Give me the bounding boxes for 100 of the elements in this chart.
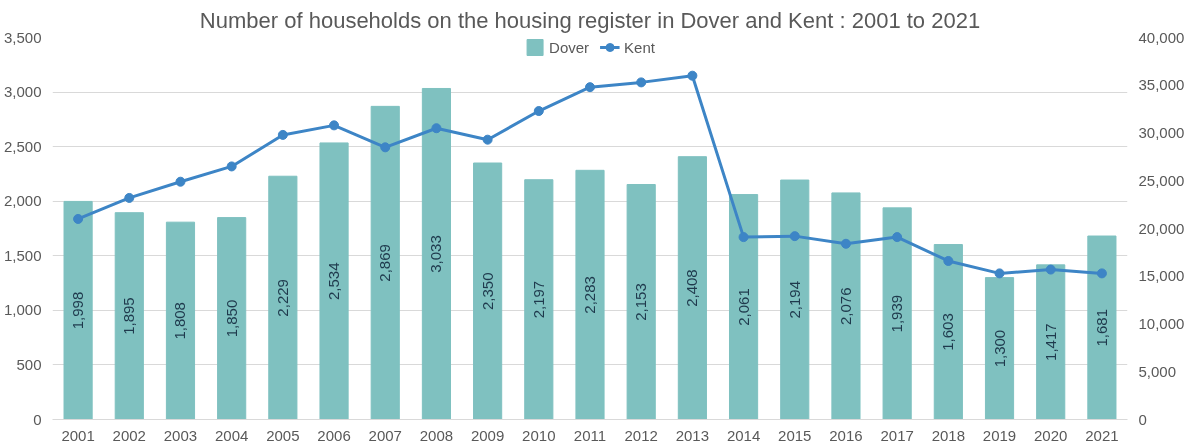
text: 1,681 [1092, 308, 1110, 347]
bar [626, 184, 656, 420]
bar [114, 212, 144, 420]
point [226, 161, 237, 172]
bar [1087, 235, 1117, 420]
x-tick-label: 2007 [368, 426, 402, 443]
bar [63, 200, 93, 420]
x-tick-label: 2016 [829, 426, 863, 443]
x-tick-label: 2003 [163, 426, 198, 443]
point [636, 77, 647, 88]
point [277, 129, 288, 140]
point [431, 123, 442, 134]
bar [319, 142, 349, 420]
x-tick-label: 2002 [112, 426, 146, 443]
y2-tick-label: 5,000 [1138, 362, 1177, 380]
x-tick-label: 2009 [470, 426, 505, 443]
point [1045, 264, 1056, 275]
point [585, 82, 595, 93]
text: 2,194 [785, 280, 803, 319]
x-tick-label: 2005 [266, 426, 300, 443]
y-tick-label: 1,500 [3, 246, 42, 264]
chart-title: Number of households on the housing register in Dover and Kent : 2001 to 2021 [199, 7, 981, 33]
bar [677, 156, 707, 420]
text: 1,998 [69, 291, 87, 330]
point [175, 176, 186, 187]
x-tick-label: 2001 [61, 426, 95, 443]
text: 2,061 [734, 288, 752, 326]
x-tick-label: 2006 [317, 426, 351, 443]
text: 1,300 [990, 329, 1008, 368]
point [892, 232, 903, 243]
text: 2,408 [683, 269, 701, 307]
x-tick-label: 2008 [419, 426, 454, 443]
y2-tick-label: 25,000 [1138, 171, 1185, 189]
x-tick-label: 2010 [522, 426, 556, 443]
bar [217, 217, 247, 420]
text: 2,197 [529, 280, 547, 319]
bar [421, 87, 452, 420]
legend-label: Kent [624, 38, 655, 56]
x-tick-label: 2014 [726, 426, 761, 443]
y2-tick-label: 10,000 [1138, 315, 1185, 332]
x-tick-label: 2011 [573, 426, 607, 443]
point [380, 142, 391, 153]
text: 2,229 [273, 279, 291, 317]
y-tick-label: 500 [16, 355, 42, 373]
bar [984, 277, 1015, 420]
x-tick-label: 2012 [624, 426, 658, 443]
y2-tick-label: 0 [1138, 410, 1147, 428]
point [687, 70, 698, 81]
point [840, 238, 851, 249]
y-tick-label: 2,000 [3, 192, 42, 210]
bar [933, 244, 963, 420]
x-tick-label: 2020 [1034, 426, 1068, 443]
text: 1,895 [120, 297, 138, 335]
x-tick-label: 2004 [214, 426, 249, 443]
text: 3,033 [427, 235, 445, 273]
y2-tick-label: 40,000 [1138, 28, 1185, 46]
point [482, 134, 493, 145]
text: 2,350 [478, 272, 496, 311]
point [124, 192, 135, 203]
point [738, 232, 749, 243]
x-tick-label: 2013 [675, 426, 710, 443]
text: 2,869 [376, 244, 394, 282]
point [994, 268, 1005, 279]
point [789, 231, 800, 242]
point [943, 255, 954, 266]
bar [268, 175, 298, 420]
point [1096, 268, 1107, 279]
text: 2,076 [836, 287, 854, 325]
y-tick-label: 0 [33, 410, 42, 428]
text: 1,417 [1041, 323, 1059, 361]
x-tick-label: 2021 [1085, 426, 1119, 443]
bar [370, 105, 400, 420]
text: 2,283 [581, 276, 598, 314]
y2-tick-label: 30,000 [1138, 124, 1185, 141]
text: 1,603 [939, 313, 957, 351]
legend-label: Dover [549, 38, 590, 56]
text: 1,850 [222, 299, 240, 338]
point [73, 213, 84, 224]
x-tick-label: 2017 [880, 426, 914, 443]
point [329, 120, 340, 131]
y2-tick-label: 35,000 [1138, 76, 1185, 94]
text: 1,939 [888, 294, 906, 333]
y-tick-label: 3,500 [3, 28, 42, 46]
bar [473, 162, 503, 420]
y-tick-label: 2,500 [3, 137, 42, 155]
bar [575, 169, 605, 420]
bar [831, 192, 861, 420]
bar [780, 179, 810, 420]
bar [165, 221, 196, 420]
text: 2,153 [632, 283, 650, 321]
bar [882, 207, 912, 420]
x-tick-label: 2015 [778, 426, 812, 443]
y2-tick-label: 15,000 [1138, 267, 1185, 285]
y2-tick-label: 20,000 [1138, 219, 1185, 237]
point [533, 106, 544, 117]
bar [1036, 264, 1066, 420]
y-tick-label: 3,000 [3, 83, 42, 101]
x-tick-label: 2018 [931, 426, 966, 443]
text: 1,808 [171, 302, 189, 340]
y-tick-label: 1,000 [3, 301, 42, 319]
